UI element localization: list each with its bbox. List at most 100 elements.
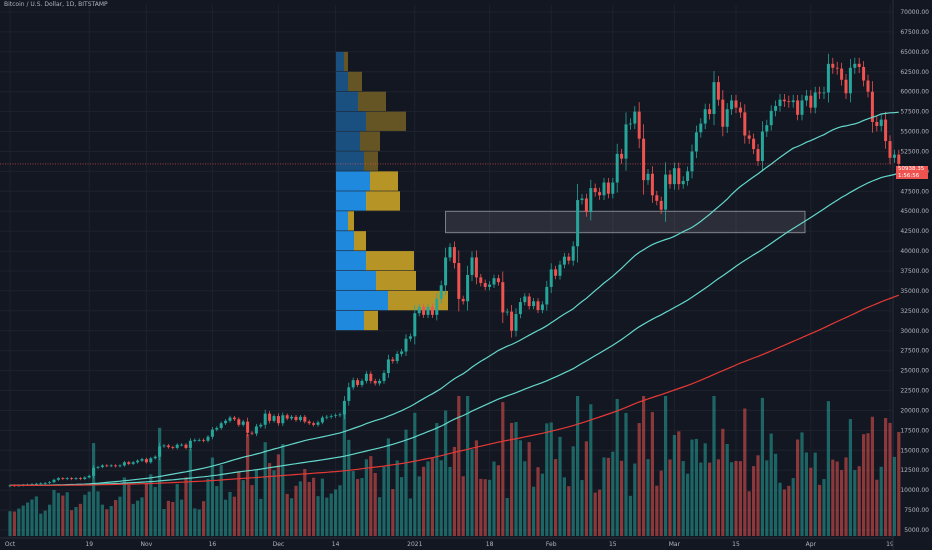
x-tick-label: Nov [141, 541, 153, 548]
candle-body [109, 465, 113, 467]
candle-body [686, 171, 690, 181]
candle-body [796, 100, 800, 115]
volume-bar [219, 465, 223, 536]
candle-body [303, 416, 307, 422]
volume-bar [430, 457, 434, 536]
volume-bar [109, 506, 113, 536]
candle-body [681, 180, 685, 185]
volume-bar [162, 509, 166, 536]
candle-body [738, 107, 742, 113]
y-tick-label: 17500.00 [900, 427, 929, 434]
volume-bar [259, 498, 263, 536]
candle-body [48, 482, 52, 483]
x-tick-label: 19 [85, 541, 93, 548]
candle-body [659, 200, 663, 210]
volume-bar [100, 504, 104, 536]
volume-bar [734, 460, 738, 536]
volume-bar [171, 501, 175, 536]
candle-body [400, 351, 404, 354]
candle-body [65, 478, 69, 479]
volume-bar [633, 463, 637, 536]
volume-profile-up [336, 251, 366, 271]
y-tick-label: 5000.00 [904, 527, 929, 534]
candle-body [391, 359, 395, 362]
volume-bar [747, 491, 751, 536]
candle-body [144, 459, 148, 463]
volume-bar [294, 485, 298, 536]
volume-bar [496, 465, 500, 536]
volume-bar [686, 473, 690, 536]
volume-bar [307, 482, 311, 536]
volume-bar [457, 396, 461, 536]
volume-bar [400, 477, 404, 536]
volume-bar [316, 496, 320, 536]
volume-bar [338, 485, 342, 536]
volume-bar [140, 497, 144, 536]
candle-body [483, 282, 487, 287]
candle-body [413, 313, 417, 337]
candle-body [672, 168, 676, 185]
volume-bar [571, 446, 575, 536]
volume-bar [149, 474, 153, 536]
candle-body [272, 416, 276, 421]
volume-bar [659, 470, 663, 536]
volume-bar [818, 484, 822, 536]
volume-bar [364, 459, 368, 536]
candle-body [96, 467, 100, 468]
volume-profile-down [354, 231, 366, 251]
volume-profile-down [366, 251, 414, 271]
volume-bar [373, 472, 377, 536]
candle-body [518, 302, 522, 315]
candle-body [461, 298, 465, 302]
y-tick-label: 67500.00 [900, 29, 929, 36]
candle-body [892, 154, 896, 158]
y-tick-label: 27500.00 [900, 348, 929, 355]
volume-bar [501, 402, 505, 536]
candle-body [875, 121, 879, 126]
candle-body [804, 95, 808, 101]
volume-bar [884, 417, 888, 536]
candle-body [818, 92, 822, 94]
volume-profile-down [344, 51, 348, 72]
candle-body [730, 100, 734, 110]
candle-body [862, 66, 866, 81]
volume-bar [386, 438, 390, 536]
volume-bar [351, 471, 355, 536]
y-tick-label: 52500.00 [900, 148, 929, 155]
candle-body [127, 462, 131, 464]
volume-bar [52, 489, 56, 536]
candle-body [747, 135, 751, 139]
volume-bar [215, 486, 219, 536]
volume-bar [725, 444, 729, 536]
volume-bar [646, 459, 650, 536]
volume-profile-down [376, 271, 416, 291]
volume-bar [655, 485, 659, 536]
volume-bar [611, 451, 615, 536]
volume-bar [681, 461, 685, 536]
candle-body [74, 478, 78, 479]
candle-body [743, 112, 747, 136]
y-tick-label: 12500.00 [900, 467, 929, 474]
volume-bar [303, 469, 307, 536]
volume-bar [395, 460, 399, 536]
volume-bar [870, 416, 874, 536]
volume-bar [576, 396, 580, 536]
candle-body [598, 192, 602, 196]
candle-body [360, 380, 364, 385]
volume-bar [562, 477, 566, 536]
volume-bar [628, 495, 632, 536]
volume-bar [250, 485, 254, 536]
x-tick-label: 2021 [407, 541, 422, 548]
candle-body [347, 387, 351, 401]
candle-body [532, 301, 536, 307]
support-zone [445, 210, 806, 234]
candle-body [158, 446, 162, 457]
volume-bar [769, 433, 773, 536]
volume-bar [730, 462, 734, 536]
volume-bar [637, 423, 641, 536]
volume-profile-down [348, 71, 362, 92]
candle-body [215, 427, 219, 430]
y-tick-label: 32500.00 [900, 308, 929, 315]
